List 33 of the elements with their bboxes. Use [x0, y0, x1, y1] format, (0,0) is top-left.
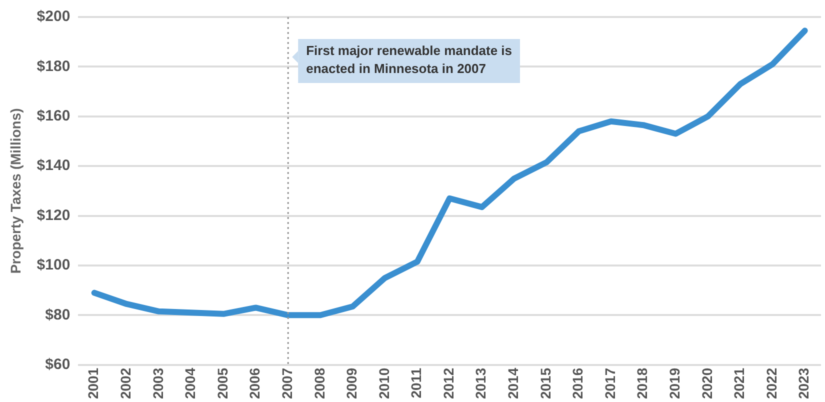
y-tick-label: $180	[36, 58, 70, 75]
x-tick-label: 2005	[214, 368, 230, 400]
y-tick-label: $140	[36, 157, 70, 174]
x-tick-label: 2016	[570, 368, 586, 400]
x-tick-label: 2021	[731, 368, 748, 400]
x-tick-label: 2012	[440, 368, 456, 400]
x-tick-label: 2022	[763, 368, 780, 400]
x-tick-label: 2023	[796, 368, 812, 400]
x-tick-label: 2006	[246, 368, 263, 400]
x-tick-label: 2001	[85, 368, 102, 400]
x-tick-label: 2011	[408, 368, 424, 398]
x-tick-label: 2007	[278, 368, 295, 400]
x-tick-label: 2015	[537, 368, 554, 400]
y-tick-label: $200	[36, 8, 70, 26]
x-tick-label: 2010	[376, 368, 392, 400]
x-tick-label: 2020	[698, 368, 715, 400]
x-tick-label: 2009	[344, 368, 360, 400]
ref-line-label: First major renewable mandate is enacted in Minnesota in 2007	[306, 43, 512, 76]
x-tick-label: 2008	[311, 368, 328, 400]
y-tick-label: $160	[36, 108, 70, 125]
y-tick-label: $80	[45, 306, 70, 324]
x-tick-label: 2019	[666, 368, 683, 400]
x-tick-label: 2013	[472, 368, 489, 400]
y-tick-label: $100	[36, 256, 70, 274]
y-axis-title: Property Taxes (Millions)	[7, 108, 24, 274]
x-tick-label: 2003	[150, 368, 166, 400]
x-tick-label: 2002	[117, 368, 134, 400]
y-tick-label: $120	[36, 206, 70, 224]
y-tick-label: $60	[45, 356, 70, 373]
x-tick-label: 2004	[182, 368, 198, 400]
x-tick-label: 2017	[602, 368, 618, 400]
x-tick-label: 2014	[505, 368, 522, 400]
x-tick-label: 2018	[634, 368, 650, 400]
